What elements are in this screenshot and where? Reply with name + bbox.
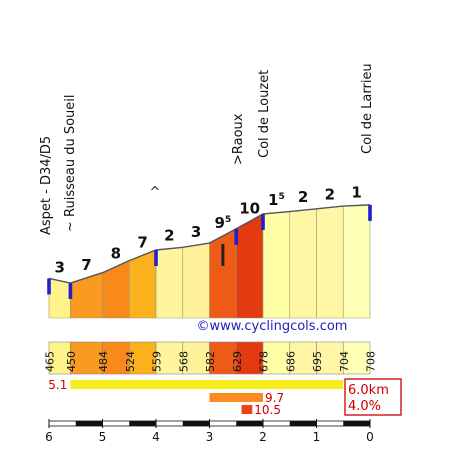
segment-gradient-label: 7	[137, 233, 147, 251]
altitude-cell	[209, 341, 237, 375]
axis-tick-label: 4	[152, 430, 160, 444]
axis-stripe	[75, 421, 103, 426]
altitude-label: 465	[44, 351, 57, 372]
profile-segments	[48, 204, 371, 319]
altitude-label: 559	[151, 351, 164, 372]
profile-segment	[48, 278, 71, 319]
altitude-label: 450	[65, 351, 78, 372]
profile-segment	[342, 204, 371, 319]
profile-outline	[48, 204, 371, 284]
place-label: >Raoux	[231, 113, 246, 165]
segment-gradient-label: 2	[298, 188, 308, 206]
altitude-label: 708	[365, 351, 378, 372]
axis-stripe	[129, 421, 156, 426]
axis-tick-label: 2	[259, 430, 267, 444]
summary-distance: 6.0km	[348, 383, 389, 398]
altitude-cell	[316, 341, 344, 375]
axis-tick-label: 3	[206, 430, 214, 444]
segment-gradient-label: 10	[239, 199, 260, 217]
axis-stripe	[343, 421, 370, 426]
axis-tick-label: 0	[366, 430, 374, 444]
segment-gradient-label: 3	[54, 259, 64, 277]
place-labels: Aspet - D34/D5 ~ Ruisseau du Soueil ^ >Raou…	[39, 63, 375, 235]
altitude-label: 524	[124, 351, 137, 372]
altitude-cell	[182, 341, 210, 375]
junction-marker	[221, 243, 225, 266]
gradient-bar	[70, 380, 344, 389]
place-marker	[154, 249, 158, 266]
summary-box: 6.0km 4.0%	[344, 378, 402, 416]
altitude-label: 695	[311, 351, 324, 372]
axis-tick-label: 1	[313, 430, 321, 444]
axis-stripe	[182, 421, 210, 426]
altitude-cell	[235, 341, 264, 375]
altitude-label: 678	[258, 351, 271, 372]
profile-segment	[70, 272, 103, 319]
axis-tick-label: 5	[99, 430, 107, 444]
gradient-bar-label: 5.1	[48, 378, 67, 392]
altitude-cell	[289, 341, 317, 375]
distance-axis: 6 5 4 3 2 1 0	[45, 419, 374, 444]
gradient-bar-label: 9.7	[265, 391, 284, 405]
profile-segment	[235, 213, 264, 319]
place-marker	[68, 283, 73, 299]
altitude-labels: 465 450 484 524 559 568 582 629 678 686 695 704 708	[44, 341, 378, 375]
altitude-cell	[102, 341, 130, 375]
altitude-cell	[128, 341, 157, 375]
place-marker	[368, 204, 372, 221]
place-marker	[234, 228, 239, 245]
place-label: Aspet - D34/D5	[39, 136, 54, 235]
altitude-cell	[70, 341, 103, 375]
place-marker	[47, 278, 51, 295]
segment-gradient-label: 8	[111, 245, 121, 263]
profile-segment	[289, 208, 317, 319]
segment-gradient-label: 2	[325, 185, 335, 203]
altitude-label: 704	[338, 351, 351, 372]
summary-average: 4.0%	[348, 399, 381, 414]
gradient-bar	[241, 405, 253, 414]
profile-segment	[262, 211, 291, 319]
profile-line	[48, 204, 371, 284]
altitude-cell	[342, 341, 371, 375]
axis-stripe	[289, 421, 317, 426]
gradient-bar-label: 10.5	[254, 403, 281, 417]
profile-markers	[47, 204, 372, 299]
altitude-label: 686	[284, 351, 297, 372]
segment-gradient-label: 1	[351, 183, 361, 201]
place-label: Col de Larrieu	[360, 63, 375, 154]
profile-segment	[316, 205, 344, 319]
altitude-label: 629	[231, 351, 244, 372]
axis-tick-label: 6	[45, 430, 53, 444]
segment-gradient-label: 95	[215, 214, 232, 232]
place-label: ~ Ruisseau du Soueil	[63, 95, 78, 233]
profile-segment	[182, 242, 210, 319]
altitude-label: 484	[97, 351, 110, 372]
profile-segment	[102, 260, 130, 319]
place-label: Col de Louzet	[257, 70, 272, 158]
altitude-label: 582	[204, 351, 217, 372]
profile-segment	[155, 246, 184, 319]
axis-stripe	[236, 421, 263, 426]
altitude-label: 568	[177, 351, 190, 372]
profile-segment	[128, 249, 157, 319]
watermark: ©www.cyclingcols.com	[197, 319, 348, 334]
segment-gradient-label: 3	[191, 223, 201, 241]
profile-segment	[209, 228, 237, 319]
steepest-gradient-bars: 5.1 9.710.5	[48, 378, 344, 417]
gradient-bar	[209, 393, 263, 402]
altitude-cell	[155, 341, 184, 375]
segment-gradient-label: 15	[268, 191, 285, 209]
segment-gradient-label: 2	[164, 227, 174, 245]
segment-gradient-label: 7	[81, 256, 91, 274]
place-marker	[261, 213, 265, 230]
place-label: ^	[150, 185, 161, 200]
